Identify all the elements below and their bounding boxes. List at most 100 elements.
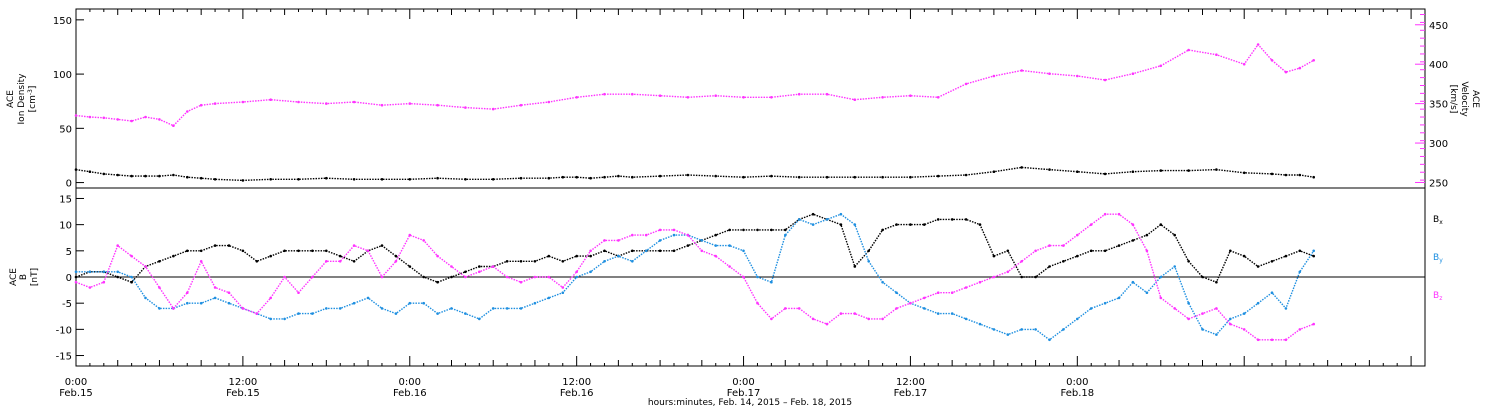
series-bx-point xyxy=(338,254,342,258)
date-tick-label: Feb.15 xyxy=(226,388,260,399)
series-by-point xyxy=(116,270,119,274)
series-bx-point xyxy=(255,260,259,263)
series-density-point xyxy=(686,173,690,177)
series-bz-point xyxy=(631,233,634,237)
series-bz-point xyxy=(74,280,78,284)
series-density-point xyxy=(1020,166,1023,169)
time-tick-label: 0:00 xyxy=(65,377,87,388)
legend-bx-sub: x xyxy=(1439,219,1443,226)
series-density-point xyxy=(213,178,217,181)
series-density-point xyxy=(547,176,551,180)
series-density-point xyxy=(853,175,857,179)
velocity-axis-label-line2: Velocity xyxy=(1459,81,1469,117)
series-by-point xyxy=(408,301,412,305)
series-by-point xyxy=(1312,249,1315,253)
series-velocity-point xyxy=(964,82,968,86)
series-by-point xyxy=(1006,333,1010,336)
series-velocity-point xyxy=(658,94,662,97)
series-velocity-point xyxy=(742,96,745,99)
series-bz-point xyxy=(603,239,606,242)
series-bz-point xyxy=(728,265,731,268)
date-tick-label: Feb.17 xyxy=(894,388,928,399)
density-unit-exponent: -3 xyxy=(27,89,34,95)
series-bz-point xyxy=(144,265,147,268)
series-bz-point xyxy=(811,317,815,321)
series-by-point xyxy=(366,296,370,300)
series-by-point xyxy=(1103,301,1107,305)
series-density-point xyxy=(714,174,717,178)
date-tick-label: Feb.18 xyxy=(1061,388,1095,399)
series-bx-point xyxy=(1034,275,1037,279)
series-by-point xyxy=(102,270,106,274)
b-tick-label: 10 xyxy=(59,221,72,232)
series-bz-point xyxy=(964,286,968,289)
series-bx-point xyxy=(589,254,592,258)
series-bx-point xyxy=(1131,239,1135,242)
series-bz-point xyxy=(1145,249,1149,253)
series-density-point xyxy=(1187,169,1190,172)
series-bx-point xyxy=(533,260,537,263)
series-density-point xyxy=(1270,172,1274,176)
series-bz-point xyxy=(1117,212,1121,216)
series-density-point xyxy=(352,178,356,181)
series-bx-point xyxy=(839,223,843,226)
series-bx-point xyxy=(464,270,467,274)
series-bx-point xyxy=(992,254,996,258)
series-by-point xyxy=(1159,275,1163,279)
series-by-point xyxy=(1076,317,1079,321)
series-bz-point xyxy=(450,265,453,268)
series-by-point xyxy=(1298,270,1302,274)
series-velocity-point xyxy=(1298,66,1302,70)
series-velocity-point xyxy=(1270,59,1274,62)
series-by-point xyxy=(923,307,926,310)
series-by-point xyxy=(936,312,940,315)
series-density-point xyxy=(144,174,147,178)
series-bx-point xyxy=(311,249,314,253)
series-by-point xyxy=(394,312,398,315)
series-by-point xyxy=(158,307,161,310)
series-bx-point xyxy=(519,260,523,263)
series-bz-point xyxy=(408,233,412,237)
series-bx-point xyxy=(756,228,759,232)
legend-bz: Bz xyxy=(1433,291,1442,302)
series-bz-point xyxy=(533,275,537,279)
series-by-point xyxy=(756,275,759,279)
series-by-point xyxy=(422,301,426,305)
series-bx-point xyxy=(1006,249,1010,253)
series-by-point xyxy=(213,296,217,300)
series-density-point xyxy=(297,178,300,181)
density-tick-label: 100 xyxy=(53,70,72,81)
series-bx-point xyxy=(380,244,384,247)
series-bx-point xyxy=(742,228,745,232)
series-by-point xyxy=(617,254,620,258)
series-bx-point xyxy=(186,249,189,253)
series-bz-point xyxy=(255,312,259,315)
series-density-point xyxy=(617,174,620,178)
series-by-point xyxy=(283,317,286,321)
series-velocity-point xyxy=(1284,70,1288,74)
b-axis-label-line3: [nT] xyxy=(30,268,40,286)
series-by-point xyxy=(144,296,147,300)
series-by-point xyxy=(199,301,203,305)
series-bz-point xyxy=(478,270,481,274)
series-bx-point xyxy=(422,275,426,279)
series-by-point xyxy=(978,322,982,326)
series-by-point xyxy=(575,275,578,279)
series-bz-point xyxy=(714,254,717,258)
series-bx-point xyxy=(1201,275,1204,279)
series-bz-point xyxy=(394,260,398,263)
plasma-panel-frame xyxy=(75,8,1426,189)
series-density-point xyxy=(408,178,412,181)
series-density-point xyxy=(241,179,245,182)
series-by-point xyxy=(839,212,843,216)
b-tick-label: -10 xyxy=(56,325,72,336)
legend-by: By xyxy=(1433,253,1443,264)
series-velocity-point xyxy=(1103,78,1107,82)
series-bz-point xyxy=(88,286,92,289)
density-tick-label: 150 xyxy=(53,16,72,27)
series-density-line xyxy=(75,166,1314,182)
series-bx-point xyxy=(1270,260,1274,263)
series-bx-point xyxy=(1256,265,1260,268)
series-velocity-point xyxy=(172,124,175,127)
